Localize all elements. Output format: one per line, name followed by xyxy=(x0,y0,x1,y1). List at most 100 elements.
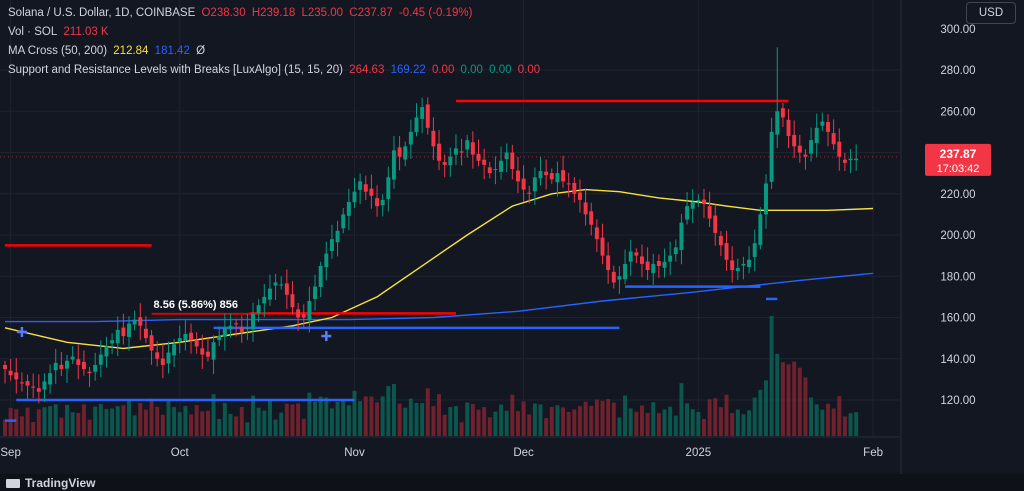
volume-bar xyxy=(814,404,819,436)
candle-body xyxy=(572,182,577,194)
candle-body xyxy=(640,256,644,264)
volume-bar xyxy=(685,403,690,436)
volume-bar xyxy=(239,407,244,436)
currency-button[interactable]: USD xyxy=(966,2,1016,24)
candle-body xyxy=(673,247,678,255)
candle-body xyxy=(200,348,205,355)
volume-bar xyxy=(76,412,81,436)
volume-bar xyxy=(532,403,537,436)
candle-body xyxy=(431,130,436,147)
volume-bar xyxy=(566,411,571,436)
candle-body xyxy=(346,202,351,216)
volume-bar xyxy=(854,412,859,436)
volume-bar xyxy=(341,399,346,436)
candle-body xyxy=(110,340,115,344)
candle-body xyxy=(115,329,120,344)
candle-body xyxy=(3,364,7,370)
volume-bar xyxy=(577,406,582,436)
symbol-row: Solana / U.S. Dollar, 1D, COINBASE O238.… xyxy=(8,4,543,23)
candle-body xyxy=(391,150,396,180)
sr-value-3: 0.00 xyxy=(431,64,455,76)
chart-legend: Solana / U.S. Dollar, 1D, COINBASE O238.… xyxy=(8,4,543,80)
volume-bar xyxy=(346,405,351,436)
price-tag-countdown: 17:03:42 xyxy=(937,163,980,175)
candle-body xyxy=(8,370,13,376)
volume-bar xyxy=(352,390,357,436)
volume-bar xyxy=(752,397,757,436)
candle-body xyxy=(538,171,543,179)
volume-bar xyxy=(493,411,498,436)
sr-value-1: 264.63 xyxy=(349,64,385,76)
volume-bar xyxy=(510,394,515,436)
candle-body xyxy=(437,143,442,161)
volume-bar xyxy=(70,412,75,436)
volume-bar xyxy=(741,414,746,436)
volume-bar xyxy=(848,413,853,436)
y-tick-label: 280.00 xyxy=(940,65,975,77)
candle-body xyxy=(628,251,633,262)
candle-body xyxy=(222,327,227,337)
candle-body xyxy=(634,252,639,256)
candle-body xyxy=(290,294,295,308)
candle-body xyxy=(487,167,492,174)
candle-body xyxy=(493,169,498,171)
volume-bar xyxy=(115,406,120,436)
volume-bar xyxy=(702,418,706,436)
volume-bar xyxy=(718,407,723,436)
candle-body xyxy=(81,361,86,370)
candle-body xyxy=(375,198,380,207)
candle-body xyxy=(718,235,723,246)
candle-body xyxy=(363,184,368,192)
volume-bar xyxy=(645,412,650,436)
volume-bar xyxy=(842,416,847,436)
candle-body xyxy=(324,253,329,268)
candle-body xyxy=(470,142,475,155)
candle-body xyxy=(555,173,560,183)
candle-body xyxy=(696,199,701,201)
candle-body xyxy=(527,192,532,194)
volume-bar xyxy=(138,402,143,436)
footer-bar: TradingView xyxy=(0,474,1024,491)
volume-bar xyxy=(149,398,154,436)
sr-label[interactable]: Support and Resistance Levels with Break… xyxy=(8,64,343,76)
volume-bar xyxy=(234,416,239,436)
candle-body xyxy=(341,214,346,229)
volume-label[interactable]: Vol · SOL xyxy=(8,26,58,38)
candle-body xyxy=(786,119,791,136)
ma-label[interactable]: MA Cross (50, 200) xyxy=(8,45,108,57)
candle-body xyxy=(747,259,752,267)
candle-body xyxy=(76,359,81,365)
volume-bar xyxy=(127,400,131,436)
candle-body xyxy=(403,146,408,160)
ma-row: MA Cross (50, 200) 212.84 181.42 Ø xyxy=(8,42,543,61)
candle-body xyxy=(177,338,182,342)
volume-bar xyxy=(826,403,830,436)
candle-body xyxy=(820,121,825,126)
volume-bar xyxy=(143,409,148,436)
sr-value-2: 169.22 xyxy=(390,64,426,76)
volume-bar xyxy=(668,406,673,436)
volume-bar xyxy=(690,409,695,436)
y-tick-label: 200.00 xyxy=(940,230,975,242)
volume-bar xyxy=(160,414,165,436)
volume-bar xyxy=(465,402,470,436)
volume-bar xyxy=(3,419,7,436)
volume-bar xyxy=(747,410,752,436)
volume-bar xyxy=(544,418,549,436)
candle-body xyxy=(48,373,53,385)
symbol-title[interactable]: Solana / U.S. Dollar, 1D, COINBASE xyxy=(8,7,196,19)
candle-body xyxy=(408,131,413,145)
volume-row: Vol · SOL 211.03 K xyxy=(8,23,543,42)
candle-body xyxy=(499,160,504,172)
volume-bar xyxy=(65,405,69,436)
candle-body xyxy=(425,104,430,128)
tradingview-logo[interactable]: TradingView xyxy=(6,476,95,490)
candle-body xyxy=(792,134,797,147)
volume-bar xyxy=(651,402,656,436)
volume-bar xyxy=(696,411,701,436)
candle-body xyxy=(453,148,458,155)
candle-body xyxy=(623,263,628,280)
y-tick-label: 120.00 xyxy=(940,395,975,407)
candle-body xyxy=(70,356,75,360)
